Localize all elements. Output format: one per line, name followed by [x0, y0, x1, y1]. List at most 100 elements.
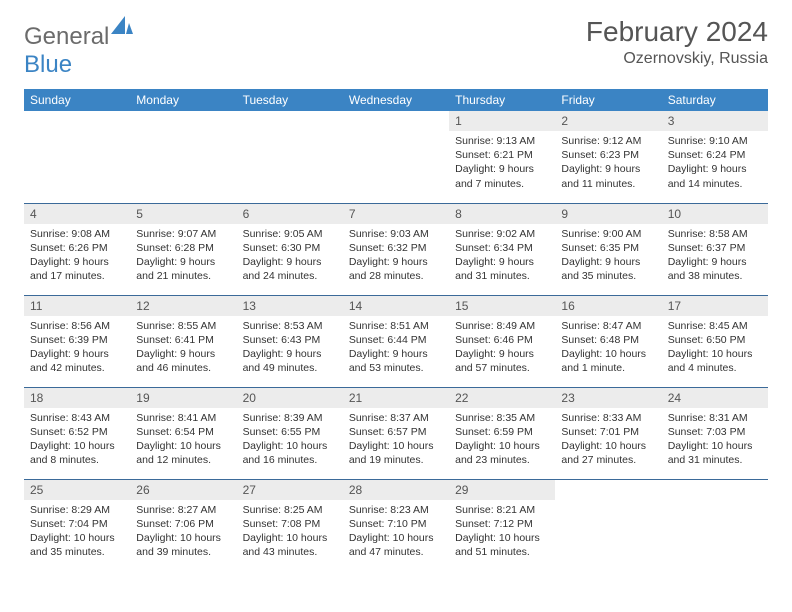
day-details: Sunrise: 8:37 AMSunset: 6:57 PMDaylight:… [343, 408, 449, 471]
weekday-header: Monday [130, 89, 236, 111]
day-number: 20 [237, 388, 343, 408]
logo-text-blue: Blue [24, 51, 72, 78]
logo: General Blue [24, 16, 133, 79]
day-details: Sunrise: 8:29 AMSunset: 7:04 PMDaylight:… [24, 500, 130, 563]
calendar-cell: 19Sunrise: 8:41 AMSunset: 6:54 PMDayligh… [130, 387, 236, 479]
day-details: Sunrise: 8:53 AMSunset: 6:43 PMDaylight:… [237, 316, 343, 379]
day-details: Sunrise: 9:05 AMSunset: 6:30 PMDaylight:… [237, 224, 343, 287]
calendar-cell: 20Sunrise: 8:39 AMSunset: 6:55 PMDayligh… [237, 387, 343, 479]
weekday-header: Friday [555, 89, 661, 111]
day-number: 1 [449, 111, 555, 131]
day-number: 10 [662, 204, 768, 224]
day-number: 8 [449, 204, 555, 224]
day-details: Sunrise: 8:55 AMSunset: 6:41 PMDaylight:… [130, 316, 236, 379]
day-details: Sunrise: 8:33 AMSunset: 7:01 PMDaylight:… [555, 408, 661, 471]
header: General Blue February 2024 Ozernovskiy, … [24, 16, 768, 79]
day-details: Sunrise: 8:35 AMSunset: 6:59 PMDaylight:… [449, 408, 555, 471]
day-details: Sunrise: 9:08 AMSunset: 6:26 PMDaylight:… [24, 224, 130, 287]
day-details: Sunrise: 9:12 AMSunset: 6:23 PMDaylight:… [555, 131, 661, 194]
calendar-cell: 16Sunrise: 8:47 AMSunset: 6:48 PMDayligh… [555, 295, 661, 387]
day-details: Sunrise: 8:31 AMSunset: 7:03 PMDaylight:… [662, 408, 768, 471]
calendar-cell: 26Sunrise: 8:27 AMSunset: 7:06 PMDayligh… [130, 479, 236, 571]
weekday-header: Tuesday [237, 89, 343, 111]
day-number: 19 [130, 388, 236, 408]
calendar-cell: 8Sunrise: 9:02 AMSunset: 6:34 PMDaylight… [449, 203, 555, 295]
calendar-week-row: ........1Sunrise: 9:13 AMSunset: 6:21 PM… [24, 111, 768, 203]
day-details: Sunrise: 9:10 AMSunset: 6:24 PMDaylight:… [662, 131, 768, 194]
day-number: 28 [343, 480, 449, 500]
day-number: 4 [24, 204, 130, 224]
calendar-cell: 1Sunrise: 9:13 AMSunset: 6:21 PMDaylight… [449, 111, 555, 203]
day-details: Sunrise: 9:00 AMSunset: 6:35 PMDaylight:… [555, 224, 661, 287]
calendar-cell: 7Sunrise: 9:03 AMSunset: 6:32 PMDaylight… [343, 203, 449, 295]
day-number: 22 [449, 388, 555, 408]
calendar-cell: 13Sunrise: 8:53 AMSunset: 6:43 PMDayligh… [237, 295, 343, 387]
weekday-header: Saturday [662, 89, 768, 111]
calendar-cell: 10Sunrise: 8:58 AMSunset: 6:37 PMDayligh… [662, 203, 768, 295]
day-details: Sunrise: 8:21 AMSunset: 7:12 PMDaylight:… [449, 500, 555, 563]
day-details: Sunrise: 9:13 AMSunset: 6:21 PMDaylight:… [449, 131, 555, 194]
day-details: Sunrise: 8:41 AMSunset: 6:54 PMDaylight:… [130, 408, 236, 471]
calendar-cell: 14Sunrise: 8:51 AMSunset: 6:44 PMDayligh… [343, 295, 449, 387]
day-details: Sunrise: 8:27 AMSunset: 7:06 PMDaylight:… [130, 500, 236, 563]
day-details: Sunrise: 8:39 AMSunset: 6:55 PMDaylight:… [237, 408, 343, 471]
calendar-cell-empty: .. [237, 111, 343, 203]
day-details: Sunrise: 8:25 AMSunset: 7:08 PMDaylight:… [237, 500, 343, 563]
calendar-cell-empty: .. [24, 111, 130, 203]
day-details: Sunrise: 8:56 AMSunset: 6:39 PMDaylight:… [24, 316, 130, 379]
calendar-cell: 28Sunrise: 8:23 AMSunset: 7:10 PMDayligh… [343, 479, 449, 571]
calendar-cell: 21Sunrise: 8:37 AMSunset: 6:57 PMDayligh… [343, 387, 449, 479]
day-number: 7 [343, 204, 449, 224]
day-number: 29 [449, 480, 555, 500]
logo-text-general: General [24, 23, 109, 50]
day-details: Sunrise: 8:58 AMSunset: 6:37 PMDaylight:… [662, 224, 768, 287]
page-title: February 2024 [586, 16, 768, 48]
day-number: 3 [662, 111, 768, 131]
day-details: Sunrise: 8:47 AMSunset: 6:48 PMDaylight:… [555, 316, 661, 379]
day-number: 14 [343, 296, 449, 316]
day-details: Sunrise: 8:43 AMSunset: 6:52 PMDaylight:… [24, 408, 130, 471]
calendar-cell-empty: .. [662, 479, 768, 571]
day-number: 18 [24, 388, 130, 408]
day-number: 27 [237, 480, 343, 500]
day-number: 2 [555, 111, 661, 131]
day-number: 6 [237, 204, 343, 224]
calendar-cell: 3Sunrise: 9:10 AMSunset: 6:24 PMDaylight… [662, 111, 768, 203]
day-number: 15 [449, 296, 555, 316]
calendar-cell: 22Sunrise: 8:35 AMSunset: 6:59 PMDayligh… [449, 387, 555, 479]
logo-sail-icon [111, 16, 133, 34]
day-number: 23 [555, 388, 661, 408]
calendar-week-row: 4Sunrise: 9:08 AMSunset: 6:26 PMDaylight… [24, 203, 768, 295]
calendar-cell-empty: .. [555, 479, 661, 571]
day-details: Sunrise: 8:49 AMSunset: 6:46 PMDaylight:… [449, 316, 555, 379]
day-number: 26 [130, 480, 236, 500]
day-number: 25 [24, 480, 130, 500]
location: Ozernovskiy, Russia [586, 50, 768, 68]
day-number: 11 [24, 296, 130, 316]
day-details: Sunrise: 9:07 AMSunset: 6:28 PMDaylight:… [130, 224, 236, 287]
day-number: 5 [130, 204, 236, 224]
calendar-cell: 24Sunrise: 8:31 AMSunset: 7:03 PMDayligh… [662, 387, 768, 479]
day-number: 9 [555, 204, 661, 224]
day-details: Sunrise: 8:51 AMSunset: 6:44 PMDaylight:… [343, 316, 449, 379]
calendar-cell: 12Sunrise: 8:55 AMSunset: 6:41 PMDayligh… [130, 295, 236, 387]
weekday-header: Wednesday [343, 89, 449, 111]
calendar-cell: 6Sunrise: 9:05 AMSunset: 6:30 PMDaylight… [237, 203, 343, 295]
calendar-cell: 23Sunrise: 8:33 AMSunset: 7:01 PMDayligh… [555, 387, 661, 479]
calendar-week-row: 18Sunrise: 8:43 AMSunset: 6:52 PMDayligh… [24, 387, 768, 479]
day-details: Sunrise: 9:02 AMSunset: 6:34 PMDaylight:… [449, 224, 555, 287]
calendar-cell: 9Sunrise: 9:00 AMSunset: 6:35 PMDaylight… [555, 203, 661, 295]
calendar-cell: 11Sunrise: 8:56 AMSunset: 6:39 PMDayligh… [24, 295, 130, 387]
weekday-header: Thursday [449, 89, 555, 111]
day-number: 24 [662, 388, 768, 408]
day-details: Sunrise: 9:03 AMSunset: 6:32 PMDaylight:… [343, 224, 449, 287]
day-number: 16 [555, 296, 661, 316]
calendar-cell: 17Sunrise: 8:45 AMSunset: 6:50 PMDayligh… [662, 295, 768, 387]
weekday-header: Sunday [24, 89, 130, 111]
calendar-cell: 4Sunrise: 9:08 AMSunset: 6:26 PMDaylight… [24, 203, 130, 295]
day-number: 12 [130, 296, 236, 316]
calendar-cell: 2Sunrise: 9:12 AMSunset: 6:23 PMDaylight… [555, 111, 661, 203]
day-details: Sunrise: 8:23 AMSunset: 7:10 PMDaylight:… [343, 500, 449, 563]
calendar-cell: 29Sunrise: 8:21 AMSunset: 7:12 PMDayligh… [449, 479, 555, 571]
calendar-week-row: 11Sunrise: 8:56 AMSunset: 6:39 PMDayligh… [24, 295, 768, 387]
